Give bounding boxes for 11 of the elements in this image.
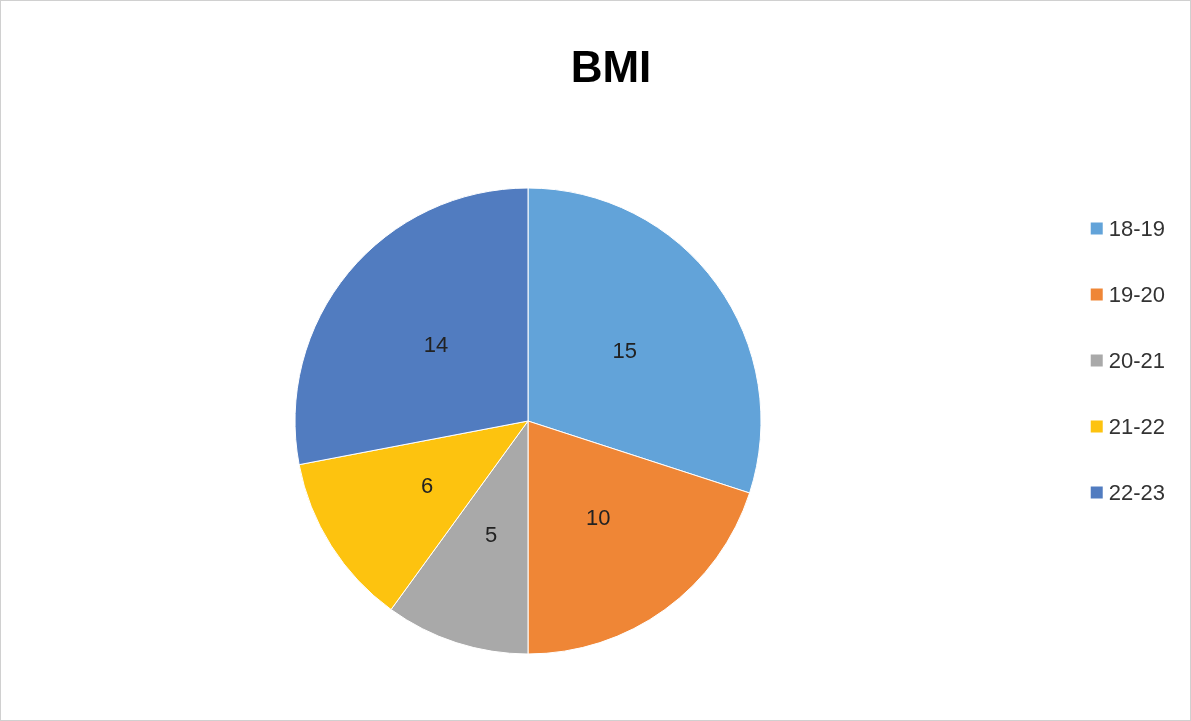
legend-label: 21-22 xyxy=(1108,414,1166,439)
legend-label: 20-21 xyxy=(1108,348,1166,373)
data-label: 14 xyxy=(423,332,449,358)
data-label: 5 xyxy=(484,522,498,548)
data-label: 10 xyxy=(586,505,611,531)
legend-label: 22-23 xyxy=(1108,480,1166,505)
data-label: 15 xyxy=(612,338,637,364)
legend-label: 18-19 xyxy=(1108,216,1166,241)
legend-label: 19-20 xyxy=(1108,282,1166,307)
chart-title: BMI xyxy=(570,41,652,91)
data-label: 6 xyxy=(420,472,434,498)
